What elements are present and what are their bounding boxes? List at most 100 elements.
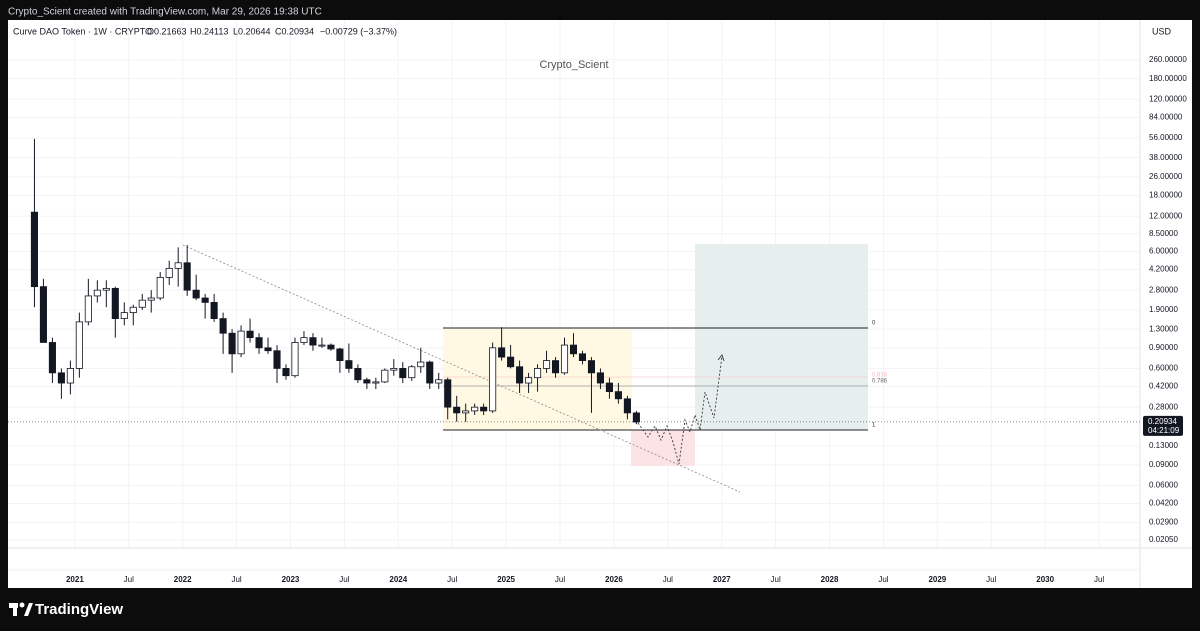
candle-body <box>264 347 272 352</box>
x-tick-label: Jul <box>986 575 996 584</box>
x-tick-label: Jul <box>1094 575 1104 584</box>
candle-body <box>390 368 398 371</box>
candle-body <box>480 406 488 412</box>
target-zone <box>695 244 868 430</box>
candle-body <box>66 368 74 384</box>
x-tick-label: 2030 <box>1036 575 1054 584</box>
candle-body <box>282 368 290 377</box>
candle-body <box>48 342 56 374</box>
x-tick-label: Jul <box>663 575 673 584</box>
candle-body <box>273 350 281 369</box>
candle-body <box>525 377 533 384</box>
y-tick-label: 2.80000 <box>1149 285 1178 294</box>
candle-body <box>174 262 182 269</box>
candle-body <box>327 344 335 350</box>
candles <box>30 138 640 425</box>
y-tick-label: 180.00000 <box>1149 74 1187 83</box>
fib-label: 0.618 <box>872 373 888 379</box>
y-tick-label: 84.00000 <box>1149 112 1183 121</box>
projection-arrow <box>717 354 725 362</box>
candle-body <box>435 379 443 384</box>
candle-body <box>399 368 407 379</box>
candle-body <box>534 368 542 379</box>
legend-high: H0.24113 <box>190 26 228 36</box>
y-tick-label: 0.28000 <box>1149 402 1178 411</box>
y-tick-label: 8.50000 <box>1149 229 1178 238</box>
candle-body <box>462 410 470 414</box>
candle-body <box>354 368 362 381</box>
candle-body <box>345 360 353 369</box>
candle-body <box>498 347 506 358</box>
legend-close: C0.20934 <box>275 26 314 36</box>
candle-body <box>453 406 461 414</box>
candle-body <box>192 289 200 299</box>
candle-body <box>551 360 560 374</box>
candle-body <box>605 382 613 393</box>
candle-body <box>201 297 209 303</box>
legend-change: −0.00729 (−3.37%) <box>320 26 397 36</box>
candle-body <box>165 267 173 278</box>
candle-body <box>381 369 389 383</box>
candle-body <box>93 289 101 297</box>
candle-body <box>30 211 38 288</box>
candle-body <box>156 276 164 299</box>
candle-body <box>471 406 479 412</box>
candle-body <box>237 330 245 355</box>
x-tick-label: Jul <box>124 575 134 584</box>
candle-body <box>363 379 371 384</box>
candle-body <box>578 353 587 361</box>
x-tick-label: Jul <box>878 575 888 584</box>
candle-body <box>587 360 596 374</box>
x-tick-label: Jul <box>231 575 241 584</box>
candle-body <box>246 330 254 339</box>
y-tick-label: 120.00000 <box>1149 94 1187 103</box>
candle-body <box>129 306 137 314</box>
x-tick-label: 2027 <box>713 575 731 584</box>
candle-body <box>408 366 416 379</box>
candle-body <box>507 356 515 368</box>
candle-body <box>309 337 317 346</box>
watermark: Crypto_Scient <box>539 59 608 71</box>
candle-body <box>372 381 380 384</box>
candle-body <box>623 398 631 414</box>
x-tick-label: 2028 <box>821 575 839 584</box>
x-tick-label: 2024 <box>389 575 407 584</box>
candle-body <box>219 318 227 334</box>
x-tick-label: 2021 <box>66 575 84 584</box>
legend-low: L0.20644 <box>233 26 271 36</box>
fib-label: 1 <box>872 423 876 429</box>
x-tick-label: 2023 <box>282 575 300 584</box>
grid <box>8 20 1140 548</box>
currency: USD <box>1152 26 1172 36</box>
header: Crypto_Scient created with TradingView.c… <box>8 7 322 18</box>
candle-body <box>138 299 146 308</box>
fib-label: 0.786 <box>872 379 888 385</box>
y-tick-label: 4.20000 <box>1149 265 1178 274</box>
y-tick-label: 12.00000 <box>1149 211 1183 220</box>
candle-body <box>102 287 110 291</box>
candle-body <box>426 361 434 384</box>
y-tick-label: 26.00000 <box>1149 172 1183 181</box>
candle-body <box>444 379 452 408</box>
candle-body <box>210 302 218 319</box>
last-price-tag <box>1143 415 1183 436</box>
x-tick-label: 2026 <box>605 575 623 584</box>
candle-body <box>596 372 604 384</box>
candle-body <box>542 360 551 369</box>
fib-label: 0 <box>872 321 876 327</box>
candle-body <box>417 361 425 368</box>
y-tick-label: 0.13000 <box>1149 441 1178 450</box>
chart-area <box>8 20 1192 588</box>
candle-body <box>614 391 622 400</box>
candle-body <box>57 372 65 384</box>
x-tick-label: Jul <box>447 575 457 584</box>
x-tick-label: 2029 <box>928 575 946 584</box>
x-tick-label: Jul <box>555 575 565 584</box>
y-tick-label: 1.30000 <box>1149 324 1178 333</box>
y-tick-label: 38.00000 <box>1149 153 1183 162</box>
x-tick-label: 2022 <box>174 575 192 584</box>
brand: TradingView <box>9 601 123 618</box>
brand-name: TradingView <box>35 601 123 618</box>
